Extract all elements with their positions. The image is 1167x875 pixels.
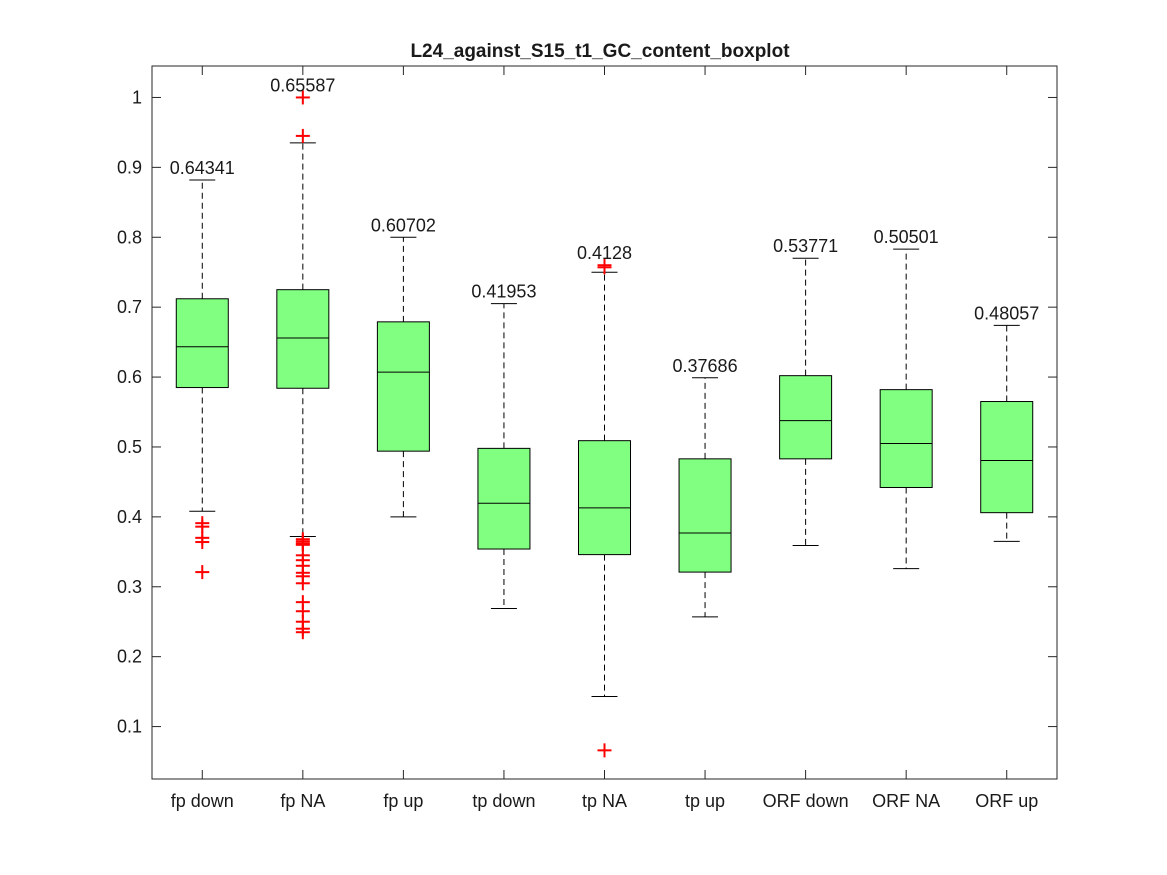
x-tick-label: tp NA (582, 791, 627, 811)
iqr-box (980, 401, 1034, 514)
y-tick-label: 1 (132, 87, 142, 107)
outlier-marker (195, 535, 210, 550)
box-group (175, 179, 229, 580)
iqr-box (578, 440, 631, 556)
box-group (980, 324, 1034, 542)
median-value-label: 0.37686 (673, 356, 738, 376)
median-value-label: 0.64341 (170, 158, 235, 178)
x-tick-label: ORF up (975, 791, 1038, 811)
y-tick-label: 0.1 (117, 717, 142, 737)
x-axis: fp down fp NA fp up tp down tp NA tp up ORF do… (171, 66, 1038, 811)
median-value-label: 0.41953 (471, 282, 536, 302)
x-tick-label: ORF NA (872, 791, 940, 811)
x-tick-label: fp down (171, 791, 234, 811)
y-tick-label: 0.8 (117, 227, 142, 247)
box-group (376, 236, 430, 518)
iqr-box (477, 447, 531, 550)
box-group (578, 258, 631, 758)
y-tick-label: 0.7 (117, 297, 142, 317)
outlier-marker (597, 260, 612, 275)
outlier-marker (195, 565, 210, 580)
x-tick-label: tp up (685, 791, 725, 811)
y-tick-label: 0.9 (117, 157, 142, 177)
box-group (477, 303, 531, 609)
iqr-box (376, 321, 430, 452)
chart-title: L24_against_S15_t1_GC_content_boxplot (410, 41, 790, 62)
median-value-label: 0.48057 (974, 303, 1039, 323)
x-tick-label: fp up (383, 791, 423, 811)
median-value-label: 0.65587 (270, 75, 335, 95)
x-tick-label: fp NA (280, 791, 325, 811)
outlier-marker (295, 128, 310, 143)
box-group (678, 377, 732, 618)
y-axis: 0.1 0.2 0.3 0.4 0.5 0.6 0.7 0.8 0.9 1 (117, 87, 1057, 737)
iqr-box (678, 458, 732, 573)
median-value-label: 0.53771 (773, 236, 838, 256)
median-value-label: 0.4128 (577, 243, 632, 263)
median-value-label: 0.60702 (371, 215, 436, 235)
outlier-marker (295, 576, 310, 591)
x-tick-label: ORF down (763, 791, 849, 811)
iqr-box (276, 289, 330, 389)
box-group (879, 248, 933, 570)
y-tick-label: 0.6 (117, 367, 142, 387)
iqr-box (175, 298, 229, 389)
box-group (779, 257, 833, 547)
iqr-box (779, 375, 833, 460)
y-tick-label: 0.5 (117, 437, 142, 457)
y-tick-label: 0.4 (117, 507, 142, 527)
median-labels: 0.64341 0.65587 0.60702 0.41953 0.4128 0.3768… (170, 75, 1040, 375)
outlier-marker (295, 90, 310, 105)
boxes-layer (175, 90, 1034, 758)
outlier-marker (295, 625, 310, 640)
y-tick-label: 0.2 (117, 647, 142, 667)
box-group (276, 90, 330, 640)
x-tick-label: tp down (472, 791, 535, 811)
y-tick-label: 0.3 (117, 577, 142, 597)
median-value-label: 0.50501 (874, 227, 939, 247)
iqr-box (879, 389, 933, 489)
outlier-marker (597, 743, 612, 758)
